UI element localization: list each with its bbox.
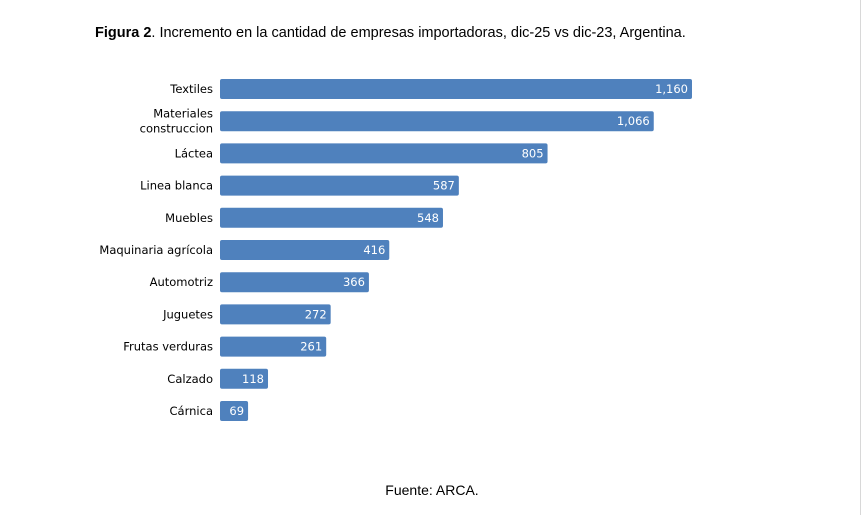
value-label-c-rnica: 69 [229,404,244,418]
figure-caption: . Incremento en la cantidad de empresas … [151,25,686,41]
bar-maquinaria-agr-cola [220,240,390,260]
category-label-calzado: Calzado [167,372,213,386]
source-note: Fuente: ARCA. [385,482,479,498]
value-label-juguetes: 272 [305,307,327,321]
category-label-juguetes: Juguetes [162,307,213,321]
bar-calzado [220,368,269,389]
category-label-l-ctea: Láctea [175,146,213,160]
bar-juguetes [220,304,331,325]
category-label-materiales-construccion-line2: construccion [140,122,213,136]
bars-group: 1,160 Textiles 1,066 Materialesconstruccion… [99,79,692,421]
bar-automotriz [220,272,369,293]
category-label-muebles: Muebles [165,211,213,225]
figure-label: Figura 2 [95,25,152,41]
bar-chart: 1,160 Textiles 1,066 Materialesconstruccion… [99,79,692,421]
bar-c-rnica [220,401,249,421]
page-right-border [860,0,861,515]
category-label-textiles: Textiles [169,82,213,96]
category-label-materiales-construccion-line1: Materiales [153,107,213,121]
bar-l-ctea [220,143,548,164]
category-label-automotriz: Automotriz [150,275,213,289]
value-label-calzado: 118 [242,372,264,386]
value-label-automotriz: 366 [343,275,365,289]
value-label-textiles: 1,160 [655,82,688,96]
value-label-materiales-construccion: 1,066 [617,114,650,128]
category-label-frutas-verduras: Frutas verduras [123,340,213,354]
value-label-frutas-verduras: 261 [300,340,322,354]
category-label-linea-blanca: Linea blanca [140,179,213,193]
bar-frutas-verduras [220,336,327,357]
bar-linea-blanca [220,175,459,196]
value-label-l-ctea: 805 [522,146,544,160]
figure-title: Figura 2. Incremento en la cantidad de e… [95,25,686,41]
value-label-muebles: 548 [417,211,439,225]
bar-textiles [220,79,692,99]
value-label-maquinaria-agr-cola: 416 [363,243,385,257]
category-label-c-rnica: Cárnica [170,404,213,418]
value-label-linea-blanca: 587 [433,179,455,193]
bar-materiales-construccion [220,111,654,132]
bar-muebles [220,207,443,228]
category-label-maquinaria-agr-cola: Maquinaria agrícola [99,243,213,257]
